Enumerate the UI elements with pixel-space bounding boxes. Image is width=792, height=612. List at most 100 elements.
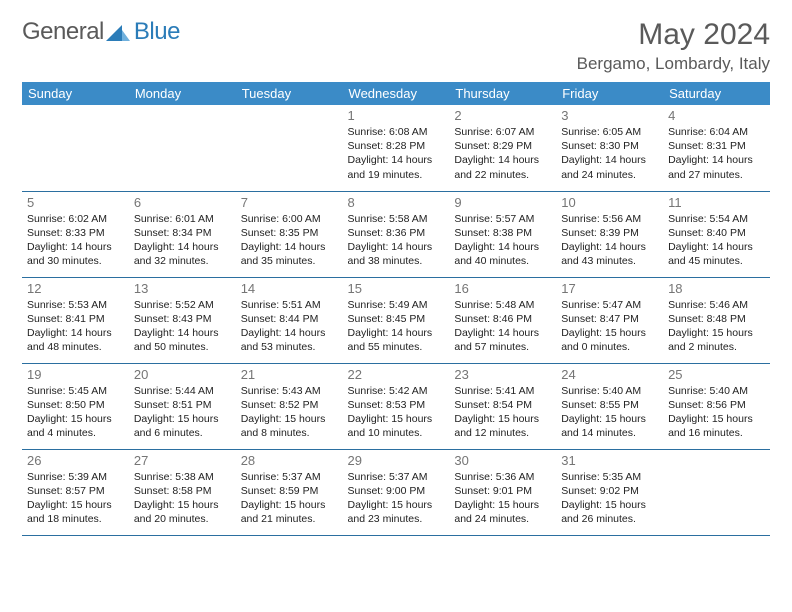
day-number: 31 — [561, 453, 658, 468]
day-number: 15 — [348, 281, 445, 296]
day-number: 19 — [27, 367, 124, 382]
day-details: Sunrise: 6:02 AMSunset: 8:33 PMDaylight:… — [27, 212, 124, 269]
day-number: 26 — [27, 453, 124, 468]
brand-triangle-icon — [106, 23, 132, 41]
day-details: Sunrise: 6:08 AMSunset: 8:28 PMDaylight:… — [348, 125, 445, 182]
day-details: Sunrise: 5:35 AMSunset: 9:02 PMDaylight:… — [561, 470, 658, 527]
calendar-day-cell: 28 Sunrise: 5:37 AMSunset: 8:59 PMDayligh… — [236, 449, 343, 535]
calendar-day-cell: 18Sunrise: 5:46 AMSunset: 8:48 PMDayligh… — [663, 277, 770, 363]
day-number: 27 — [134, 453, 231, 468]
day-details: Sunrise: 5:51 AMSunset: 8:44 PMDaylight:… — [241, 298, 338, 355]
day-number: 20 — [134, 367, 231, 382]
day-details: Sunrise: 5:39 AMSunset: 8:57 PMDaylight:… — [27, 470, 124, 527]
day-number: 5 — [27, 195, 124, 210]
day-number: 14 — [241, 281, 338, 296]
title-block: May 2024 Bergamo, Lombardy, Italy — [577, 18, 770, 74]
day-details: Sunrise: 5:46 AMSunset: 8:48 PMDaylight:… — [668, 298, 765, 355]
day-number: 21 — [241, 367, 338, 382]
calendar-day-cell — [236, 105, 343, 191]
calendar-day-cell: 6 Sunrise: 6:01 AMSunset: 8:34 PMDaylight… — [129, 191, 236, 277]
day-details: Sunrise: 5:49 AMSunset: 8:45 PMDaylight:… — [348, 298, 445, 355]
weekday-header: Monday — [129, 82, 236, 105]
calendar-day-cell: 14 Sunrise: 5:51 AMSunset: 8:44 PMDayligh… — [236, 277, 343, 363]
calendar-day-cell: 19Sunrise: 5:45 AMSunset: 8:50 PMDayligh… — [22, 363, 129, 449]
day-number: 17 — [561, 281, 658, 296]
day-details: Sunrise: 5:41 AMSunset: 8:54 PMDaylight:… — [454, 384, 551, 441]
calendar-day-cell: 9 Sunrise: 5:57 AMSunset: 8:38 PMDaylight… — [449, 191, 556, 277]
calendar-day-cell: 3 Sunrise: 6:05 AMSunset: 8:30 PMDaylight… — [556, 105, 663, 191]
day-details: Sunrise: 5:47 AMSunset: 8:47 PMDaylight:… — [561, 298, 658, 355]
calendar-week-row: 19Sunrise: 5:45 AMSunset: 8:50 PMDayligh… — [22, 363, 770, 449]
calendar-day-cell: 17 Sunrise: 5:47 AMSunset: 8:47 PMDayligh… — [556, 277, 663, 363]
day-number: 16 — [454, 281, 551, 296]
day-details: Sunrise: 5:40 AMSunset: 8:56 PMDaylight:… — [668, 384, 765, 441]
calendar-day-cell: 31 Sunrise: 5:35 AMSunset: 9:02 PMDayligh… — [556, 449, 663, 535]
brand-word-2: Blue — [134, 18, 180, 46]
day-number: 11 — [668, 195, 765, 210]
calendar-day-cell: 7Sunrise: 6:00 AMSunset: 8:35 PMDaylight… — [236, 191, 343, 277]
calendar-day-cell: 4 Sunrise: 6:04 AMSunset: 8:31 PMDaylight… — [663, 105, 770, 191]
day-number: 22 — [348, 367, 445, 382]
brand-word-1: General — [22, 18, 104, 46]
weekday-header: Sunday — [22, 82, 129, 105]
day-details: Sunrise: 6:05 AMSunset: 8:30 PMDaylight:… — [561, 125, 658, 182]
day-details: Sunrise: 5:42 AMSunset: 8:53 PMDaylight:… — [348, 384, 445, 441]
day-details: Sunrise: 5:57 AMSunset: 8:38 PMDaylight:… — [454, 212, 551, 269]
weekday-header: Tuesday — [236, 82, 343, 105]
day-details: Sunrise: 5:53 AMSunset: 8:41 PMDaylight:… — [27, 298, 124, 355]
day-number: 1 — [348, 108, 445, 123]
calendar-day-cell: 20 Sunrise: 5:44 AMSunset: 8:51 PMDayligh… — [129, 363, 236, 449]
calendar-week-row: 12Sunrise: 5:53 AMSunset: 8:41 PMDayligh… — [22, 277, 770, 363]
weekday-header: Friday — [556, 82, 663, 105]
day-number: 2 — [454, 108, 551, 123]
day-details: Sunrise: 5:40 AMSunset: 8:55 PMDaylight:… — [561, 384, 658, 441]
calendar-day-cell: 21 Sunrise: 5:43 AMSunset: 8:52 PMDayligh… — [236, 363, 343, 449]
day-number: 13 — [134, 281, 231, 296]
calendar-day-cell: 5 Sunrise: 6:02 AMSunset: 8:33 PMDaylight… — [22, 191, 129, 277]
day-details: Sunrise: 6:01 AMSunset: 8:34 PMDaylight:… — [134, 212, 231, 269]
calendar-day-cell: 24 Sunrise: 5:40 AMSunset: 8:55 PMDayligh… — [556, 363, 663, 449]
day-number: 28 — [241, 453, 338, 468]
calendar-table: SundayMondayTuesdayWednesdayThursdayFrid… — [22, 82, 770, 536]
day-details: Sunrise: 5:37 AMSunset: 9:00 PMDaylight:… — [348, 470, 445, 527]
calendar-week-row: 1 Sunrise: 6:08 AMSunset: 8:28 PMDaylight… — [22, 105, 770, 191]
day-details: Sunrise: 5:38 AMSunset: 8:58 PMDaylight:… — [134, 470, 231, 527]
calendar-body: 1 Sunrise: 6:08 AMSunset: 8:28 PMDaylight… — [22, 105, 770, 535]
calendar-day-cell: 12Sunrise: 5:53 AMSunset: 8:41 PMDayligh… — [22, 277, 129, 363]
calendar-day-cell — [129, 105, 236, 191]
calendar-day-cell: 25Sunrise: 5:40 AMSunset: 8:56 PMDayligh… — [663, 363, 770, 449]
weekday-header: Wednesday — [343, 82, 450, 105]
calendar-day-cell: 27 Sunrise: 5:38 AMSunset: 8:58 PMDayligh… — [129, 449, 236, 535]
location-text: Bergamo, Lombardy, Italy — [577, 54, 770, 74]
day-details: Sunrise: 6:04 AMSunset: 8:31 PMDaylight:… — [668, 125, 765, 182]
calendar-day-cell: 29Sunrise: 5:37 AMSunset: 9:00 PMDayligh… — [343, 449, 450, 535]
day-number: 6 — [134, 195, 231, 210]
day-number: 4 — [668, 108, 765, 123]
calendar-day-cell: 1 Sunrise: 6:08 AMSunset: 8:28 PMDaylight… — [343, 105, 450, 191]
day-number: 9 — [454, 195, 551, 210]
calendar-day-cell — [22, 105, 129, 191]
calendar-day-cell: 16 Sunrise: 5:48 AMSunset: 8:46 PMDayligh… — [449, 277, 556, 363]
day-details: Sunrise: 5:54 AMSunset: 8:40 PMDaylight:… — [668, 212, 765, 269]
day-number: 10 — [561, 195, 658, 210]
day-details: Sunrise: 5:43 AMSunset: 8:52 PMDaylight:… — [241, 384, 338, 441]
day-number: 23 — [454, 367, 551, 382]
day-details: Sunrise: 5:37 AMSunset: 8:59 PMDaylight:… — [241, 470, 338, 527]
day-number: 3 — [561, 108, 658, 123]
day-number: 30 — [454, 453, 551, 468]
calendar-day-cell: 10Sunrise: 5:56 AMSunset: 8:39 PMDayligh… — [556, 191, 663, 277]
calendar-week-row: 5 Sunrise: 6:02 AMSunset: 8:33 PMDaylight… — [22, 191, 770, 277]
day-details: Sunrise: 5:44 AMSunset: 8:51 PMDaylight:… — [134, 384, 231, 441]
calendar-day-cell: 8Sunrise: 5:58 AMSunset: 8:36 PMDaylight… — [343, 191, 450, 277]
calendar-head: SundayMondayTuesdayWednesdayThursdayFrid… — [22, 82, 770, 105]
calendar-day-cell — [663, 449, 770, 535]
day-details: Sunrise: 5:48 AMSunset: 8:46 PMDaylight:… — [454, 298, 551, 355]
calendar-day-cell: 23 Sunrise: 5:41 AMSunset: 8:54 PMDayligh… — [449, 363, 556, 449]
calendar-day-cell: 30 Sunrise: 5:36 AMSunset: 9:01 PMDayligh… — [449, 449, 556, 535]
day-details: Sunrise: 5:36 AMSunset: 9:01 PMDaylight:… — [454, 470, 551, 527]
weekday-header: Saturday — [663, 82, 770, 105]
calendar-day-cell: 2Sunrise: 6:07 AMSunset: 8:29 PMDaylight… — [449, 105, 556, 191]
day-number: 8 — [348, 195, 445, 210]
calendar-day-cell: 11 Sunrise: 5:54 AMSunset: 8:40 PMDayligh… — [663, 191, 770, 277]
day-number: 24 — [561, 367, 658, 382]
